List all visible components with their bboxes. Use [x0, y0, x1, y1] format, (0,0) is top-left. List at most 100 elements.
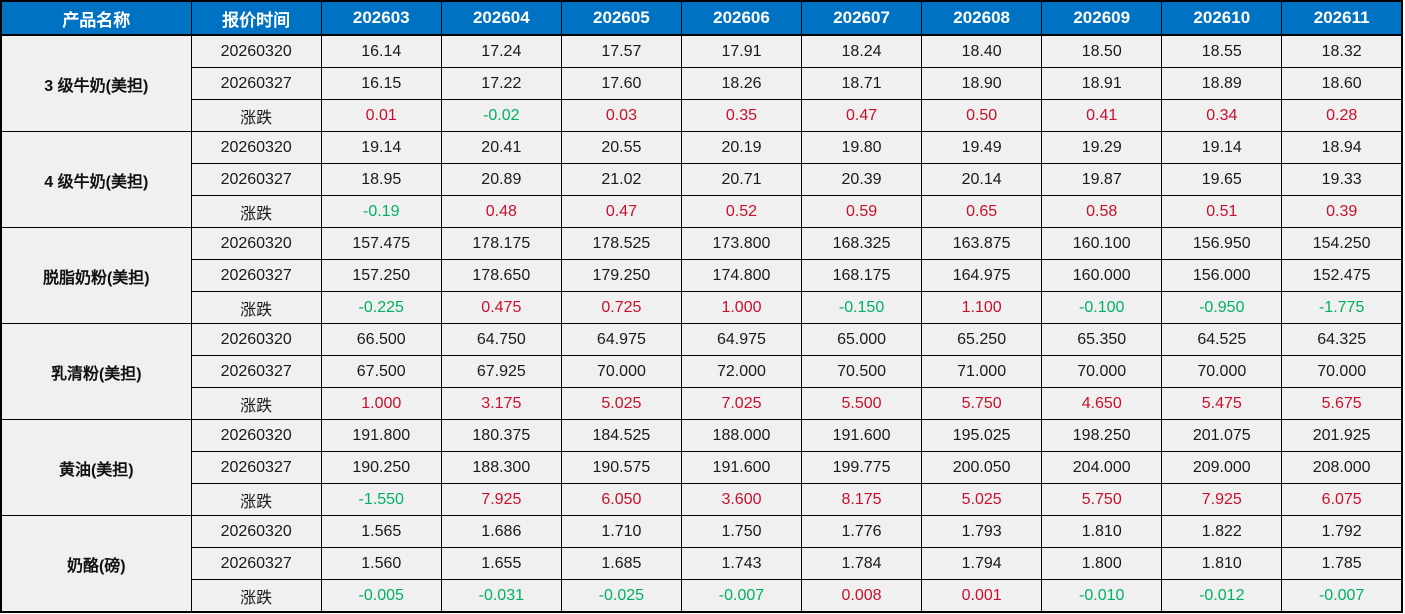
table-row: 20260327 190.250 188.300 190.575 191.600 199.… [1, 451, 1403, 484]
price-value-cell: 1.560 [320, 547, 442, 580]
price-value-cell: 20.41 [440, 131, 562, 164]
change-value-cell: 0.51 [1161, 195, 1283, 228]
price-value-cell: 1.785 [1281, 547, 1403, 580]
change-value-cell: 6.075 [1281, 483, 1403, 516]
price-value-cell: 195.025 [921, 419, 1043, 452]
price-value-cell: 164.975 [921, 259, 1043, 292]
header-contract-202609: 202609 [1041, 0, 1163, 36]
change-value-cell: 0.475 [440, 291, 562, 324]
price-value-cell: 65.000 [801, 323, 923, 356]
change-value-cell: 0.03 [560, 99, 682, 132]
product-name-cell: 奶酪(磅) [0, 515, 192, 613]
change-value-cell: -0.010 [1041, 579, 1163, 613]
change-label-cell: 涨跌 [190, 483, 322, 516]
change-value-cell: 5.750 [921, 387, 1043, 420]
price-value-cell: 184.525 [560, 419, 682, 452]
price-value-cell: 1.710 [560, 515, 682, 548]
price-value-cell: 18.26 [680, 67, 803, 100]
price-value-cell: 1.750 [680, 515, 803, 548]
quote-date-cell: 20260320 [190, 323, 322, 356]
price-value-cell: 17.22 [440, 67, 562, 100]
change-value-cell: -0.012 [1161, 579, 1283, 613]
price-value-cell: 173.800 [680, 227, 803, 260]
change-value-cell: 0.01 [320, 99, 442, 132]
price-value-cell: 17.24 [440, 34, 562, 68]
change-value-cell: 1.000 [320, 387, 442, 420]
table-row: 乳清粉(美担) 20260320 66.500 64.750 64.975 64.975 6… [0, 323, 1403, 420]
header-contract-202608: 202608 [921, 0, 1043, 36]
quote-date-cell: 20260320 [190, 34, 322, 68]
change-value-cell: -0.19 [320, 195, 442, 228]
price-value-cell: 157.475 [320, 227, 442, 260]
price-value-cell: 178.525 [560, 227, 682, 260]
price-value-cell: 70.000 [1281, 355, 1403, 388]
price-value-cell: 19.14 [1161, 131, 1283, 164]
change-value-cell: 0.41 [1041, 99, 1163, 132]
price-value-cell: 191.600 [801, 419, 923, 452]
change-value-cell: 0.47 [560, 195, 682, 228]
change-value-cell: 0.39 [1281, 195, 1403, 228]
price-value-cell: 71.000 [921, 355, 1043, 388]
change-value-cell: 8.175 [801, 483, 923, 516]
price-value-cell: 1.810 [1041, 515, 1163, 548]
price-value-cell: 21.02 [560, 163, 682, 196]
change-value-cell: 0.008 [801, 579, 923, 613]
change-value-cell: 0.34 [1161, 99, 1283, 132]
product-name-cell: 4 级牛奶(美担) [0, 131, 192, 228]
product-name-cell: 3 级牛奶(美担) [0, 34, 192, 132]
price-value-cell: 1.784 [801, 547, 923, 580]
price-value-cell: 18.60 [1281, 67, 1403, 100]
price-value-cell: 199.775 [801, 451, 923, 484]
header-contract-202604: 202604 [440, 0, 562, 36]
price-value-cell: 1.565 [320, 515, 442, 548]
price-value-cell: 1.793 [921, 515, 1043, 548]
change-label-cell: 涨跌 [190, 387, 322, 420]
price-value-cell: 70.500 [801, 355, 923, 388]
table-row: 20260327 1.560 1.655 1.685 1.743 1.784 1.794 1.… [1, 547, 1403, 580]
price-value-cell: 163.875 [921, 227, 1043, 260]
price-value-cell: 188.000 [680, 419, 803, 452]
quote-date-cell: 20260327 [190, 259, 322, 292]
header-contract-202606: 202606 [680, 0, 803, 36]
change-value-cell: -0.007 [1281, 579, 1403, 613]
price-value-cell: 18.71 [801, 67, 923, 100]
change-value-cell: 0.725 [560, 291, 682, 324]
price-value-cell: 19.87 [1041, 163, 1163, 196]
quote-date-cell: 20260327 [190, 163, 322, 196]
price-value-cell: 18.90 [921, 67, 1043, 100]
change-value-cell: 7.925 [440, 483, 562, 516]
price-value-cell: 70.000 [1161, 355, 1283, 388]
change-value-cell: 5.500 [801, 387, 923, 420]
table-row: 20260327 18.95 20.89 21.02 20.71 20.39 20.14 19… [1, 163, 1403, 196]
price-value-cell: 64.525 [1161, 323, 1283, 356]
change-value-cell: 5.675 [1281, 387, 1403, 420]
change-value-cell: -1.775 [1281, 291, 1403, 324]
change-value-cell: 3.175 [440, 387, 562, 420]
table-row: 黄油(美担) 20260320 191.800 180.375 184.525 188.0… [0, 419, 1403, 516]
change-value-cell: 0.50 [921, 99, 1043, 132]
price-value-cell: 20.39 [801, 163, 923, 196]
table-row: 20260327 16.15 17.22 17.60 18.26 18.71 18.90 18… [1, 67, 1403, 100]
price-value-cell: 66.500 [320, 323, 442, 356]
change-value-cell: -0.031 [440, 579, 562, 613]
price-value-cell: 178.650 [440, 259, 562, 292]
price-value-cell: 1.685 [560, 547, 682, 580]
table-row: 涨跌 -0.005 -0.031 -0.025 -0.007 0.008 0.001 -0.0… [1, 579, 1403, 613]
header-contract-202603: 202603 [320, 0, 442, 36]
header-contract-202607: 202607 [801, 0, 923, 36]
price-value-cell: 16.15 [320, 67, 442, 100]
price-value-cell: 18.91 [1041, 67, 1163, 100]
price-value-cell: 64.750 [440, 323, 562, 356]
change-value-cell: -0.225 [320, 291, 442, 324]
price-value-cell: 160.100 [1041, 227, 1163, 260]
quote-date-cell: 20260320 [190, 515, 322, 548]
price-value-cell: 19.33 [1281, 163, 1403, 196]
price-value-cell: 20.14 [921, 163, 1043, 196]
price-value-cell: 18.40 [921, 34, 1043, 68]
price-value-cell: 191.800 [320, 419, 442, 452]
change-value-cell: 0.35 [680, 99, 803, 132]
change-value-cell: 5.475 [1161, 387, 1283, 420]
price-value-cell: 204.000 [1041, 451, 1163, 484]
